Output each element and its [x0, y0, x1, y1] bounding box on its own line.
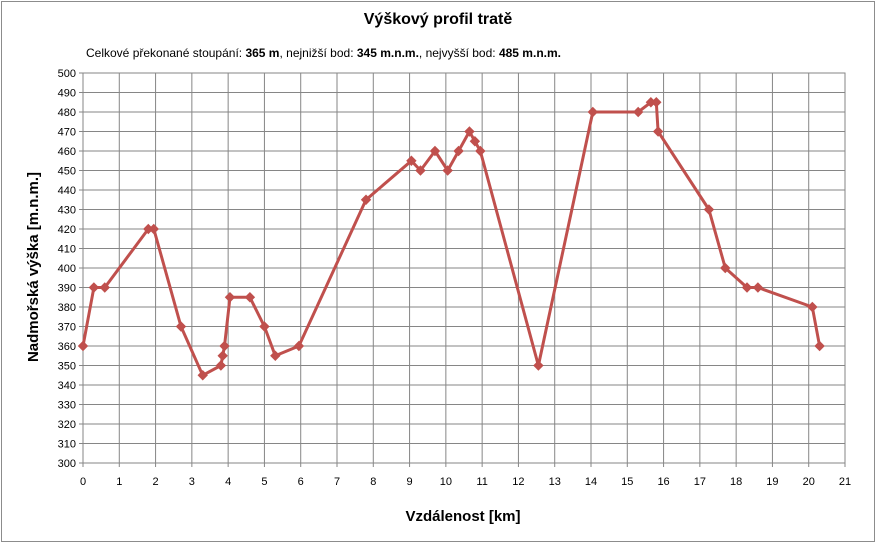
x-tick-label: 14 — [585, 476, 597, 488]
y-tick-label: 330 — [58, 400, 76, 412]
x-tick-label: 15 — [621, 476, 633, 488]
data-point — [360, 194, 372, 205]
grid-lines — [82, 72, 846, 464]
data-point — [259, 321, 270, 332]
x-tick-label: 9 — [407, 476, 413, 488]
data-point — [293, 340, 305, 352]
y-tick-label: 440 — [58, 185, 76, 197]
data-point — [464, 126, 475, 137]
data-point — [244, 292, 256, 303]
data-point — [741, 282, 753, 293]
y-tick-label: 490 — [58, 88, 76, 100]
x-tick-labels: 0 1 2 3 4 5 6 7 8 9 10 11 12 13 14 15 16 17 18 19 20 21 — [80, 476, 851, 488]
x-tick-label: 13 — [549, 476, 561, 488]
x-tick-label: 4 — [225, 476, 231, 488]
x-tick-label: 5 — [261, 476, 267, 488]
data-point — [77, 340, 89, 352]
data-point — [219, 340, 230, 352]
x-axis-title: Vzdálenost [km] — [405, 508, 520, 525]
y-tick-label: 320 — [58, 419, 76, 431]
y-tick-label: 360 — [58, 341, 76, 353]
data-point — [148, 223, 159, 235]
y-tick-label: 390 — [58, 283, 76, 295]
x-tick-label: 19 — [766, 476, 778, 488]
data-point — [88, 282, 100, 293]
y-tick-label: 500 — [58, 68, 76, 80]
x-tick-label: 1 — [116, 476, 122, 488]
x-tick-label: 11 — [476, 476, 487, 488]
x-tick-label: 20 — [803, 476, 815, 488]
data-point — [814, 340, 825, 352]
data-point — [270, 350, 281, 361]
data-point — [175, 321, 187, 332]
x-tick-label: 7 — [334, 476, 340, 488]
data-point — [224, 292, 236, 303]
y-tick-label: 380 — [58, 302, 76, 314]
data-point — [99, 282, 110, 293]
data-point — [469, 136, 481, 147]
y-tick-label: 460 — [58, 146, 76, 158]
x-tick-label: 8 — [370, 476, 376, 488]
x-tick-label: 21 — [839, 476, 851, 488]
y-tick-label: 370 — [58, 322, 76, 334]
y-tick-label: 410 — [58, 244, 76, 256]
subtitle-highest: 485 m.n.m. — [499, 46, 561, 60]
data-point — [215, 360, 227, 371]
data-point — [442, 165, 453, 176]
data-point — [652, 126, 664, 137]
data-point — [632, 106, 644, 118]
y-tick-label: 420 — [58, 224, 76, 236]
y-tick-label: 430 — [58, 205, 76, 217]
subtitle-mid2: , nejvyšší bod: — [419, 46, 499, 60]
data-point — [587, 106, 599, 118]
x-tick-label: 3 — [189, 476, 195, 488]
subtitle-mid1: , nejnižší bod: — [279, 46, 356, 60]
x-tick-label: 10 — [440, 476, 452, 488]
chart-title: Výškový profil tratě — [364, 11, 513, 28]
data-point — [807, 301, 818, 313]
axes — [79, 72, 846, 467]
y-tick-label: 350 — [58, 361, 76, 373]
chart-subtitle: Celkové překonané stoupání: 365 m, nejni… — [86, 46, 561, 60]
y-tick-labels: 300 310 320 330 340 350 360 370 380 390 400 410 420 4… — [58, 68, 76, 470]
y-tick-label: 310 — [58, 439, 76, 451]
x-tick-label: 12 — [512, 476, 524, 488]
x-tick-label: 0 — [80, 476, 86, 488]
x-tick-label: 17 — [694, 476, 706, 488]
data-point — [533, 360, 544, 371]
data-point — [720, 262, 731, 274]
x-tick-label: 2 — [153, 476, 159, 488]
data-point — [752, 282, 764, 293]
series-line — [81, 100, 822, 377]
data-point — [197, 370, 208, 381]
series-elevation — [77, 97, 825, 381]
data-point — [651, 97, 662, 108]
y-tick-label: 480 — [58, 107, 76, 119]
y-tick-label: 300 — [58, 458, 76, 470]
y-tick-label: 450 — [58, 166, 76, 178]
subtitle-climb: 365 m — [245, 46, 279, 60]
data-point — [475, 145, 486, 157]
subtitle-prefix: Celkové překonané stoupání: — [86, 46, 245, 60]
data-point — [406, 155, 417, 166]
data-point — [453, 145, 464, 157]
data-point — [217, 350, 228, 361]
data-point — [415, 165, 426, 176]
y-tick-label: 340 — [58, 380, 76, 392]
y-tick-label: 400 — [58, 263, 76, 275]
plot-area — [82, 72, 846, 464]
data-point — [703, 204, 715, 215]
y-axis-title: Nadmořská výška [m.n.m.] — [25, 172, 42, 362]
data-point — [429, 145, 441, 157]
x-tick-label: 16 — [657, 476, 669, 488]
x-tick-label: 18 — [730, 476, 742, 488]
subtitle-lowest: 345 m.n.m. — [357, 46, 419, 60]
y-tick-label: 470 — [58, 127, 76, 139]
x-tick-label: 6 — [298, 476, 304, 488]
